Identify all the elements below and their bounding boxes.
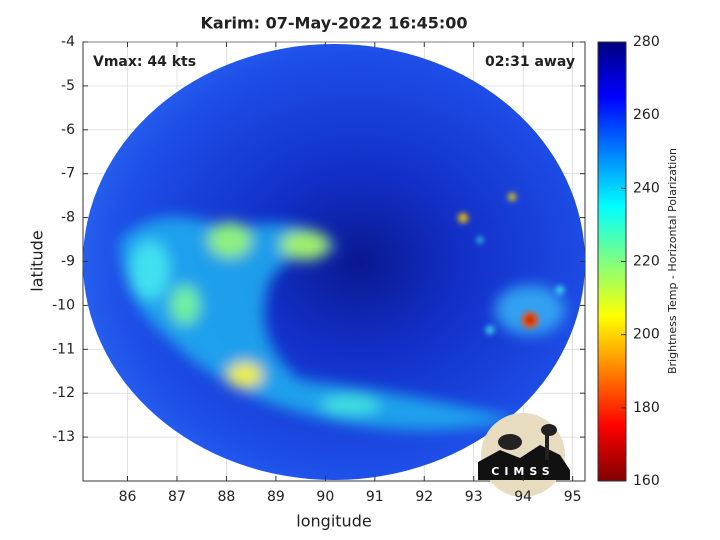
- y-tick-label: -8: [61, 210, 75, 226]
- rainbands: [120, 217, 565, 430]
- colorbar-tick-label: 280: [633, 34, 660, 50]
- logo-text: CIMSS: [491, 465, 554, 478]
- y-tick-label: -11: [52, 341, 75, 357]
- x-tick-label: 91: [366, 489, 384, 505]
- x-tick-label: 88: [218, 489, 236, 505]
- logo: CIMSS: [478, 413, 570, 497]
- x-tick-label: 86: [119, 489, 137, 505]
- chart-title: Karim: 07-May-2022 16:45:00: [200, 14, 467, 33]
- y-tick-label: -10: [52, 297, 75, 313]
- colorbar-tick-label: 200: [633, 327, 660, 343]
- y-tick-label: -7: [61, 166, 75, 182]
- colorbar-tick-label: 240: [633, 180, 660, 196]
- colorbar-tick-label: 180: [633, 400, 660, 416]
- x-tick-label: 95: [564, 489, 582, 505]
- y-tick-label: -4: [61, 34, 75, 50]
- x-tick-label: 87: [168, 489, 186, 505]
- y-tick-label: -13: [52, 429, 75, 445]
- y-tick-label: -5: [61, 78, 75, 94]
- x-axis-label: longitude: [296, 512, 371, 531]
- swath-image: [83, 44, 585, 480]
- x-tick-label: 89: [267, 489, 285, 505]
- x-tick-label: 92: [415, 489, 433, 505]
- colorbar-tick-label: 160: [633, 473, 660, 489]
- y-axis-label: latitude: [28, 230, 47, 291]
- colorbar-tick-label: 260: [633, 107, 660, 123]
- convective-cells: [458, 193, 564, 334]
- y-tick-label: -9: [61, 254, 75, 270]
- annotation: 02:31 away: [485, 54, 575, 70]
- colorbar-label: Brightness Temp - Horizontal Polarizatio…: [666, 148, 679, 374]
- x-tick-label: 90: [316, 489, 334, 505]
- y-tick-label: -6: [61, 122, 75, 138]
- annotation: Vmax: 44 kts: [93, 54, 196, 70]
- colorbar-tick-label: 220: [633, 254, 660, 270]
- x-tick-label: 94: [514, 489, 532, 505]
- y-tick-label: -12: [52, 385, 75, 401]
- x-tick-label: 93: [465, 489, 483, 505]
